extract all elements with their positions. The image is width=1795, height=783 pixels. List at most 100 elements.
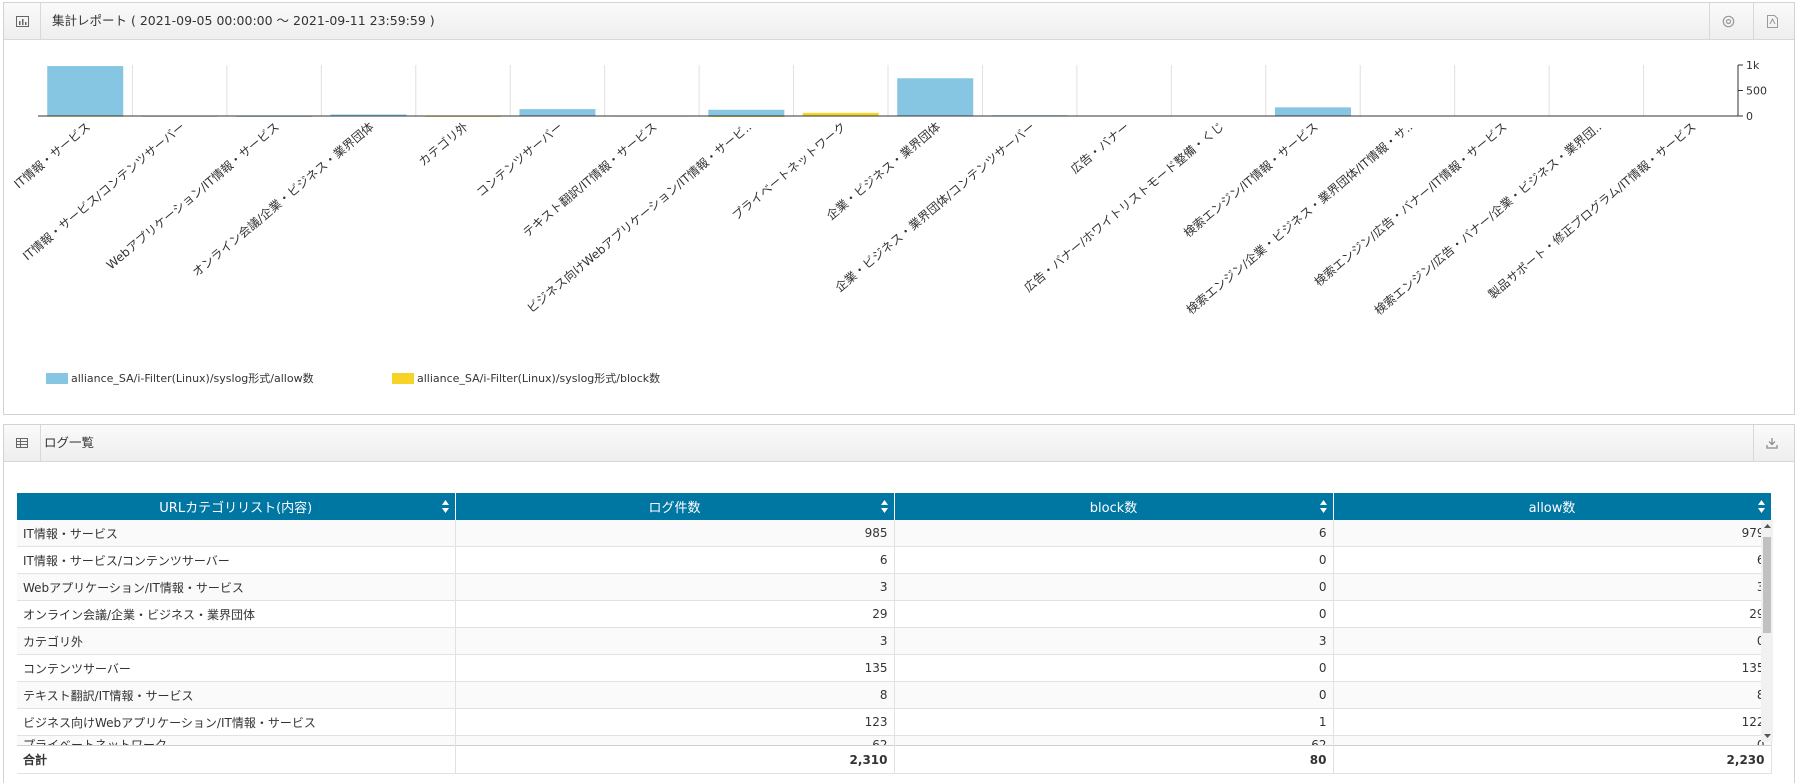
x-tick-label: Webアプリケーション/IT情報・サービス: [104, 120, 282, 273]
cell-total-log-count: 2,310: [455, 745, 895, 774]
table-row[interactable]: プライベートネットワーク 62 62 0: [17, 735, 1772, 746]
legend-label-allow: alliance_SA/i-Filter(Linux)/syslog形式/all…: [71, 372, 314, 385]
cell-block: 0: [894, 654, 1334, 682]
cell-block: 0: [894, 600, 1334, 628]
table-row[interactable]: カテゴリ外330: [17, 627, 1772, 655]
legend-swatch-block: [392, 372, 414, 384]
cell-category: Webアプリケーション/IT情報・サービス: [17, 573, 456, 601]
bar-allow[interactable]: [519, 109, 596, 116]
table-scrollbar[interactable]: [1761, 520, 1773, 742]
bar-allow[interactable]: [330, 114, 407, 116]
table-row[interactable]: ビジネス向けWebアプリケーション/IT情報・サービス 123 1 122: [17, 708, 1772, 736]
cell-allow: 122: [1333, 708, 1772, 736]
download-icon: [1766, 437, 1778, 449]
bar-chart-icon: [4, 3, 41, 39]
legend-item-allow[interactable]: alliance_SA/i-Filter(Linux)/syslog形式/all…: [46, 370, 314, 386]
cell-allow: 135: [1333, 654, 1772, 682]
cell-block: 6: [894, 520, 1334, 547]
cell-block: 0: [894, 546, 1334, 574]
cell-total-allow: 2,230: [1333, 745, 1772, 774]
sort-icon: [1319, 500, 1327, 513]
column-header-log-count[interactable]: ログ件数: [455, 493, 895, 520]
cell-category: IT情報・サービス/コンテンツサーバー: [17, 546, 456, 574]
cell-block: 0: [894, 681, 1334, 709]
cell-allow: 979: [1333, 520, 1772, 547]
cell-log-count: 3: [455, 573, 895, 601]
scroll-down-icon[interactable]: [1761, 730, 1773, 742]
cell-text: 62: [872, 738, 888, 745]
bar-allow[interactable]: [1275, 107, 1351, 116]
pdf-icon: [1766, 14, 1778, 28]
cell-log-count: 135: [455, 654, 895, 682]
cell-block: 1: [894, 708, 1334, 736]
cell-block: 62: [894, 735, 1334, 746]
column-header-category[interactable]: URLカテゴリリスト(内容): [17, 493, 456, 520]
cell-log-count: 29: [455, 600, 895, 628]
cell-text: プライベートネットワーク: [23, 738, 168, 745]
column-header-label: ログ件数: [648, 501, 701, 516]
cell-total-label: 合計: [17, 745, 456, 774]
x-tick-label: コンテンツサーバー: [474, 120, 566, 200]
cell-allow: 0: [1333, 627, 1772, 655]
cell-allow: 8: [1333, 681, 1772, 709]
x-tick-label: 広告・バナー: [1068, 120, 1132, 177]
scrollbar-thumb[interactable]: [1763, 537, 1771, 633]
table-row[interactable]: IT情報・サービス 985 6 979: [17, 520, 1772, 547]
cell-log-count: 8: [455, 681, 895, 709]
bar-allow[interactable]: [897, 78, 974, 116]
cell-allow: 6: [1333, 546, 1772, 574]
scroll-up-icon[interactable]: [1761, 520, 1773, 532]
legend-item-block[interactable]: alliance_SA/i-Filter(Linux)/syslog形式/blo…: [392, 370, 660, 386]
cell-log-count: 123: [455, 708, 895, 736]
download-button[interactable]: [1753, 425, 1790, 461]
log-panel: ログ一覧 URLカテゴリリスト(内容) ログ件数 block数 allow数 I…: [3, 424, 1795, 783]
log-panel-header: ログ一覧: [4, 425, 1794, 462]
cell-log-count: 62: [455, 735, 895, 746]
x-tick-label: ビジネス向けWebアプリケーション/IT情報・サービ..: [524, 119, 755, 316]
x-tick-label: 製品サポート・修正プログラム/IT情報・サービス: [1485, 119, 1699, 302]
bar-block[interactable]: [802, 112, 879, 116]
legend-label-block: alliance_SA/i-Filter(Linux)/syslog形式/blo…: [417, 372, 661, 385]
bar-allow[interactable]: [47, 66, 124, 116]
column-header-label: block数: [1089, 501, 1138, 516]
table-row[interactable]: Webアプリケーション/IT情報・サービス303: [17, 573, 1772, 601]
x-tick-label: IT情報・サービス/コンテンツサーバー: [20, 120, 187, 264]
column-header-block[interactable]: block数: [894, 493, 1334, 520]
sort-icon: [880, 500, 888, 513]
gear-icon: [1722, 15, 1735, 28]
column-header-label: allow数: [1528, 501, 1576, 516]
cell-category: IT情報・サービス: [17, 520, 456, 547]
x-tick-label: オンライン会議/企業・ビジネス・業界団体: [189, 119, 376, 280]
bar-allow[interactable]: [708, 109, 785, 116]
cell-category: カテゴリ外: [17, 627, 456, 655]
table-row[interactable]: コンテンツサーバー 135 0 135: [17, 654, 1772, 682]
table-row[interactable]: オンライン会議/企業・ビジネス・業界団体 29 0 29: [17, 600, 1772, 628]
cell-category: ビジネス向けWebアプリケーション/IT情報・サービス: [17, 708, 456, 736]
log-title: ログ一覧: [44, 435, 95, 450]
settings-button[interactable]: [1709, 3, 1746, 39]
cell-allow: 0: [1333, 735, 1772, 746]
cell-log-count: 985: [455, 520, 895, 547]
log-table: URLカテゴリリスト(内容) ログ件数 block数 allow数 IT情報・サ…: [17, 493, 1772, 774]
table-row[interactable]: IT情報・サービス/コンテンツサーバー606: [17, 546, 1772, 574]
table-total-row: 合計 2,310 80 2,230: [17, 745, 1772, 774]
cell-block: 0: [894, 573, 1334, 601]
y-tick-label: 0: [1746, 110, 1753, 123]
report-panel: 集計レポート ( 2021-09-05 00:00:00 〜 2021-09-1…: [3, 2, 1795, 415]
sort-icon: [1757, 500, 1765, 513]
legend-swatch-allow: [46, 372, 68, 384]
bar-chart: 1k 500 0 IT情報・サービスIT情報・サービス/コンテンツサーバーWebアプリ…: [11, 59, 1767, 318]
table-row[interactable]: テキスト翻訳/IT情報・サービス808: [17, 681, 1772, 709]
cell-total-block: 80: [894, 745, 1334, 774]
column-header-label: URLカテゴリリスト(内容): [159, 501, 313, 516]
cell-log-count: 6: [455, 546, 895, 574]
report-panel-header: 集計レポート ( 2021-09-05 00:00:00 〜 2021-09-1…: [4, 3, 1794, 40]
column-header-allow[interactable]: allow数: [1333, 493, 1772, 520]
x-tick-label: 企業・ビジネス・業界団体/コンテンツサーバー: [832, 119, 1038, 295]
x-tick-label: 検索エンジン/企業・ビジネス・業界団体/IT情報・サ..: [1183, 119, 1415, 317]
cell-category: テキスト翻訳/IT情報・サービス: [17, 681, 456, 709]
cell-allow: 29: [1333, 600, 1772, 628]
sort-icon: [441, 500, 449, 513]
pdf-export-button[interactable]: [1753, 3, 1790, 39]
y-tick-label: 1k: [1746, 59, 1760, 72]
